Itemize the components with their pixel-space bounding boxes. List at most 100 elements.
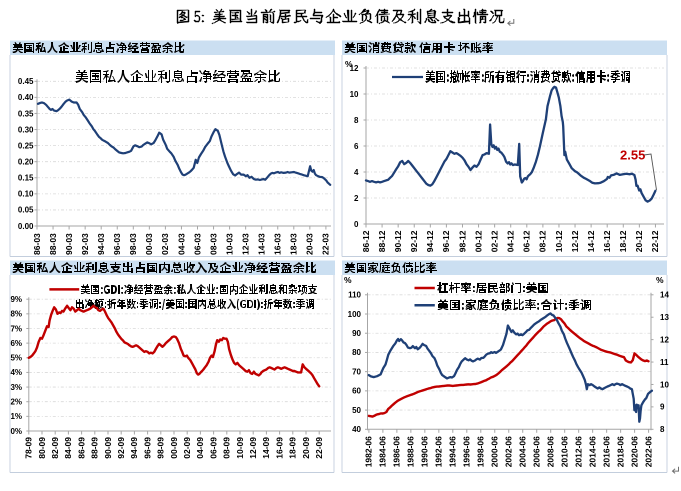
svg-text:92-03: 92-03 [80, 233, 90, 255]
svg-text:22-03: 22-03 [321, 233, 331, 255]
svg-text:86-09: 86-09 [76, 437, 86, 459]
svg-text:0.15: 0.15 [18, 174, 34, 183]
svg-text:92-12: 92-12 [409, 230, 419, 252]
svg-text:14: 14 [660, 291, 669, 300]
svg-text:16-03: 16-03 [273, 233, 283, 255]
svg-text:1%: 1% [10, 412, 22, 421]
svg-text:6: 6 [354, 142, 359, 151]
svg-text:02-12: 02-12 [489, 230, 499, 252]
svg-text:18-12: 18-12 [618, 230, 628, 252]
svg-text:20-09: 20-09 [301, 437, 311, 459]
svg-text:00-03: 00-03 [144, 233, 154, 255]
svg-text:0.05: 0.05 [18, 206, 34, 215]
svg-text:00-12: 00-12 [473, 230, 483, 252]
svg-text:1990-06: 1990-06 [420, 436, 430, 467]
svg-text:88-03: 88-03 [48, 233, 58, 255]
svg-text:5%: 5% [10, 354, 22, 363]
svg-text:1982-06: 1982-06 [364, 436, 374, 467]
svg-text:40: 40 [352, 425, 361, 434]
svg-text:1992-06: 1992-06 [434, 436, 444, 467]
svg-text:96-12: 96-12 [441, 230, 451, 252]
svg-text:22-12: 22-12 [650, 230, 660, 252]
svg-text:13: 13 [660, 313, 669, 322]
svg-text:84-09: 84-09 [63, 437, 73, 459]
svg-text:0: 0 [354, 220, 359, 229]
svg-text:2004-06: 2004-06 [518, 436, 528, 467]
svg-text:2%: 2% [10, 398, 22, 407]
svg-text:0.25: 0.25 [18, 141, 34, 150]
svg-text:16-12: 16-12 [602, 230, 612, 252]
svg-text:2008-06: 2008-06 [546, 436, 556, 467]
svg-text:06-12: 06-12 [522, 230, 532, 252]
svg-text:78-09: 78-09 [24, 437, 34, 459]
svg-text:02-03: 02-03 [160, 233, 170, 255]
svg-text:11: 11 [660, 358, 669, 367]
svg-text:0.10: 0.10 [18, 190, 34, 199]
svg-text:80: 80 [352, 348, 361, 357]
svg-text:04-09: 04-09 [195, 437, 205, 459]
svg-text:90-03: 90-03 [64, 233, 74, 255]
svg-text:86-03: 86-03 [32, 233, 42, 255]
svg-text:98-03: 98-03 [128, 233, 138, 255]
svg-text:7%: 7% [10, 324, 22, 333]
svg-text:98-12: 98-12 [457, 230, 467, 252]
svg-text:1996-06: 1996-06 [462, 436, 472, 467]
svg-text:14-09: 14-09 [261, 437, 271, 459]
svg-text:2.55: 2.55 [620, 148, 645, 163]
svg-text:0.45: 0.45 [18, 77, 34, 86]
svg-text:0.20: 0.20 [18, 157, 34, 166]
svg-text:3%: 3% [10, 383, 22, 392]
svg-text:110: 110 [348, 291, 361, 300]
svg-text:80-09: 80-09 [37, 437, 47, 459]
svg-text:06-03: 06-03 [192, 233, 202, 255]
svg-text:10-03: 10-03 [224, 233, 234, 255]
svg-text:8: 8 [660, 425, 665, 434]
svg-text:%: % [345, 59, 353, 69]
svg-text:0.30: 0.30 [18, 125, 34, 134]
svg-text:18-09: 18-09 [288, 437, 298, 459]
svg-text:94-12: 94-12 [425, 230, 435, 252]
svg-text:90-12: 90-12 [393, 230, 403, 252]
svg-text:12-09: 12-09 [248, 437, 258, 459]
svg-text:94-09: 94-09 [129, 437, 139, 459]
svg-text:2016-06: 2016-06 [601, 436, 611, 467]
svg-text:0.35: 0.35 [18, 109, 34, 118]
svg-text:04-12: 04-12 [506, 230, 516, 252]
svg-text:0.40: 0.40 [18, 93, 34, 102]
svg-text:96-03: 96-03 [112, 233, 122, 255]
svg-text:2014-06: 2014-06 [587, 436, 597, 467]
svg-text:10-09: 10-09 [235, 437, 245, 459]
svg-text:10: 10 [660, 380, 669, 389]
svg-text:1994-06: 1994-06 [448, 436, 458, 467]
svg-text:88-12: 88-12 [377, 230, 387, 252]
svg-text:14-12: 14-12 [586, 230, 596, 252]
svg-text:9: 9 [660, 403, 665, 412]
svg-text:8%: 8% [10, 310, 22, 319]
svg-text:90: 90 [352, 329, 361, 338]
svg-text:04-03: 04-03 [176, 233, 186, 255]
svg-text:22-09: 22-09 [314, 437, 324, 459]
svg-text:98-09: 98-09 [156, 437, 166, 459]
svg-text:0.00: 0.00 [18, 222, 34, 231]
svg-text:16-09: 16-09 [274, 437, 284, 459]
svg-text:20-03: 20-03 [305, 233, 315, 255]
svg-text:2002-06: 2002-06 [504, 436, 514, 467]
svg-text:88-09: 88-09 [90, 437, 100, 459]
svg-text:10: 10 [350, 90, 359, 99]
svg-text:70: 70 [352, 367, 361, 376]
svg-text:1986-06: 1986-06 [392, 436, 402, 467]
svg-text:60: 60 [352, 387, 361, 396]
svg-text:10-12: 10-12 [554, 230, 564, 252]
svg-text:12-03: 12-03 [240, 233, 250, 255]
svg-text:50: 50 [352, 406, 361, 415]
svg-text:18-03: 18-03 [289, 233, 299, 255]
svg-text:2006-06: 2006-06 [532, 436, 542, 467]
svg-text:90-09: 90-09 [103, 437, 113, 459]
svg-text:2010-06: 2010-06 [559, 436, 569, 467]
svg-text:06-09: 06-09 [208, 437, 218, 459]
svg-text:92-09: 92-09 [116, 437, 126, 459]
svg-text:82-09: 82-09 [50, 437, 60, 459]
svg-text:94-03: 94-03 [96, 233, 106, 255]
svg-text:2022-06: 2022-06 [643, 436, 653, 467]
svg-text:86-12: 86-12 [361, 230, 371, 252]
